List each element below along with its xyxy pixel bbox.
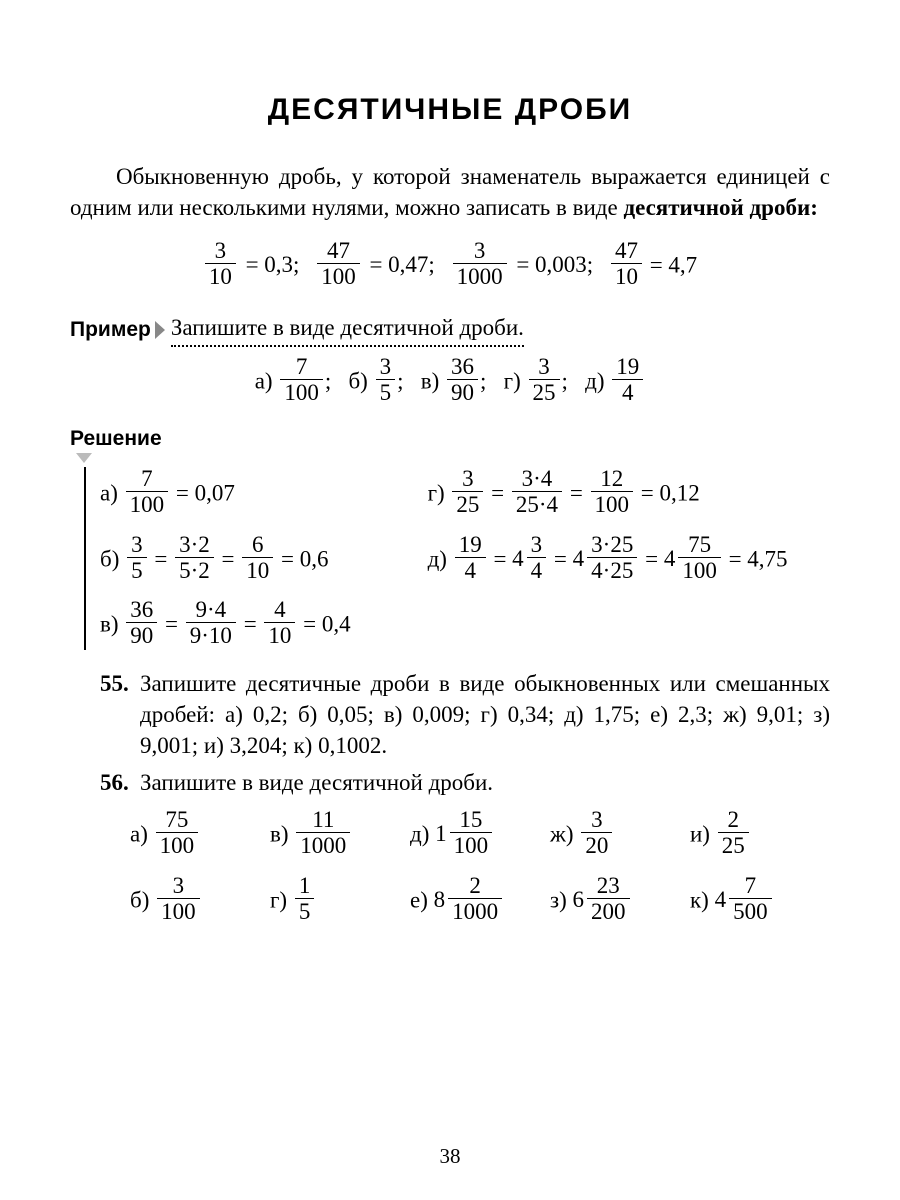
intro-bold: десятичной дроби: xyxy=(623,195,817,220)
example-header: Пример Запишите в виде десятичной дроби. xyxy=(70,312,830,347)
fraction: 325 xyxy=(529,355,560,407)
page-number: 38 xyxy=(0,1142,900,1170)
grid-cell: г) 15 xyxy=(270,874,410,926)
fraction: 3690 xyxy=(447,355,478,407)
task-55: 55. Запишите десятичные дроби в виде обы… xyxy=(100,668,830,761)
fraction: 31000 xyxy=(453,239,507,291)
solution-block: а) 7100 = 0,07 г) 325 = 3·425·4 = 12100 … xyxy=(84,467,830,650)
solution-line-b: б) 35 = 3·25·2 = 610 = 0,6 xyxy=(100,533,410,585)
example-label: Пример xyxy=(70,316,151,344)
grid-cell: б) 3100 xyxy=(130,874,270,926)
task-56: 56. Запишите в виде десятичной дроби. xyxy=(100,767,830,798)
triangle-down-icon xyxy=(76,453,92,463)
solution-line-e: д) 194 = 434 = 43·254·25 = 475100 = 4,75 xyxy=(428,533,830,585)
fraction: 47100 xyxy=(317,239,360,291)
fraction: 7100 xyxy=(280,355,323,407)
grid-cell: е) 821000 xyxy=(410,874,550,926)
grid-cell: и) 225 xyxy=(690,808,830,860)
eq-result: = 0,003; xyxy=(516,252,593,277)
task-text: Запишите в виде десятичной дроби. xyxy=(140,767,830,798)
item-label: в) xyxy=(421,368,440,393)
task-56-grid: а) 75100 в) 111000 д) 115100 ж) 320 и) 2… xyxy=(130,808,830,925)
task-number: 56. xyxy=(100,767,140,798)
grid-cell: а) 75100 xyxy=(130,808,270,860)
solution-line-a: а) 7100 = 0,07 xyxy=(100,467,410,519)
item-label: а) xyxy=(255,368,273,393)
task-text: Запишите десятичные дроби в виде обыкнов… xyxy=(140,668,830,761)
example-instruction: Запишите в виде десятичной дроби. xyxy=(171,312,524,347)
eq-result: = 4,7 xyxy=(650,252,697,277)
grid-cell: з) 623200 xyxy=(550,874,690,926)
page-title: ДЕСЯТИЧНЫЕ ДРОБИ xyxy=(70,90,830,131)
solution-line-c: в) 3690 = 9·49·10 = 410 = 0,4 xyxy=(100,598,410,650)
intro-paragraph: Обыкновенную дробь, у которой знаменател… xyxy=(70,161,830,223)
grid-cell: в) 111000 xyxy=(270,808,410,860)
item-label: б) xyxy=(348,368,367,393)
solution-label: Решение xyxy=(70,425,830,453)
fraction: 35 xyxy=(376,355,396,407)
fraction: 310 xyxy=(205,239,236,291)
solution-line-d: г) 325 = 3·425·4 = 12100 = 0,12 xyxy=(428,467,830,519)
item-label: д) xyxy=(585,368,604,393)
grid-cell: к) 47500 xyxy=(690,874,830,926)
eq-result: = 0,47; xyxy=(369,252,434,277)
item-label: г) xyxy=(504,368,521,393)
fraction: 194 xyxy=(612,355,643,407)
task-number: 55. xyxy=(100,668,140,761)
example-items: а) 7100; б) 35; в) 3690; г) 325; д) 194 xyxy=(70,355,830,407)
fraction: 4710 xyxy=(611,239,642,291)
eq-result: = 0,3; xyxy=(246,252,300,277)
grid-cell: д) 115100 xyxy=(410,808,550,860)
definition-equations: 310 = 0,3; 47100 = 0,47; 31000 = 0,003; … xyxy=(70,239,830,291)
grid-cell: ж) 320 xyxy=(550,808,690,860)
chevron-right-icon xyxy=(155,321,165,339)
